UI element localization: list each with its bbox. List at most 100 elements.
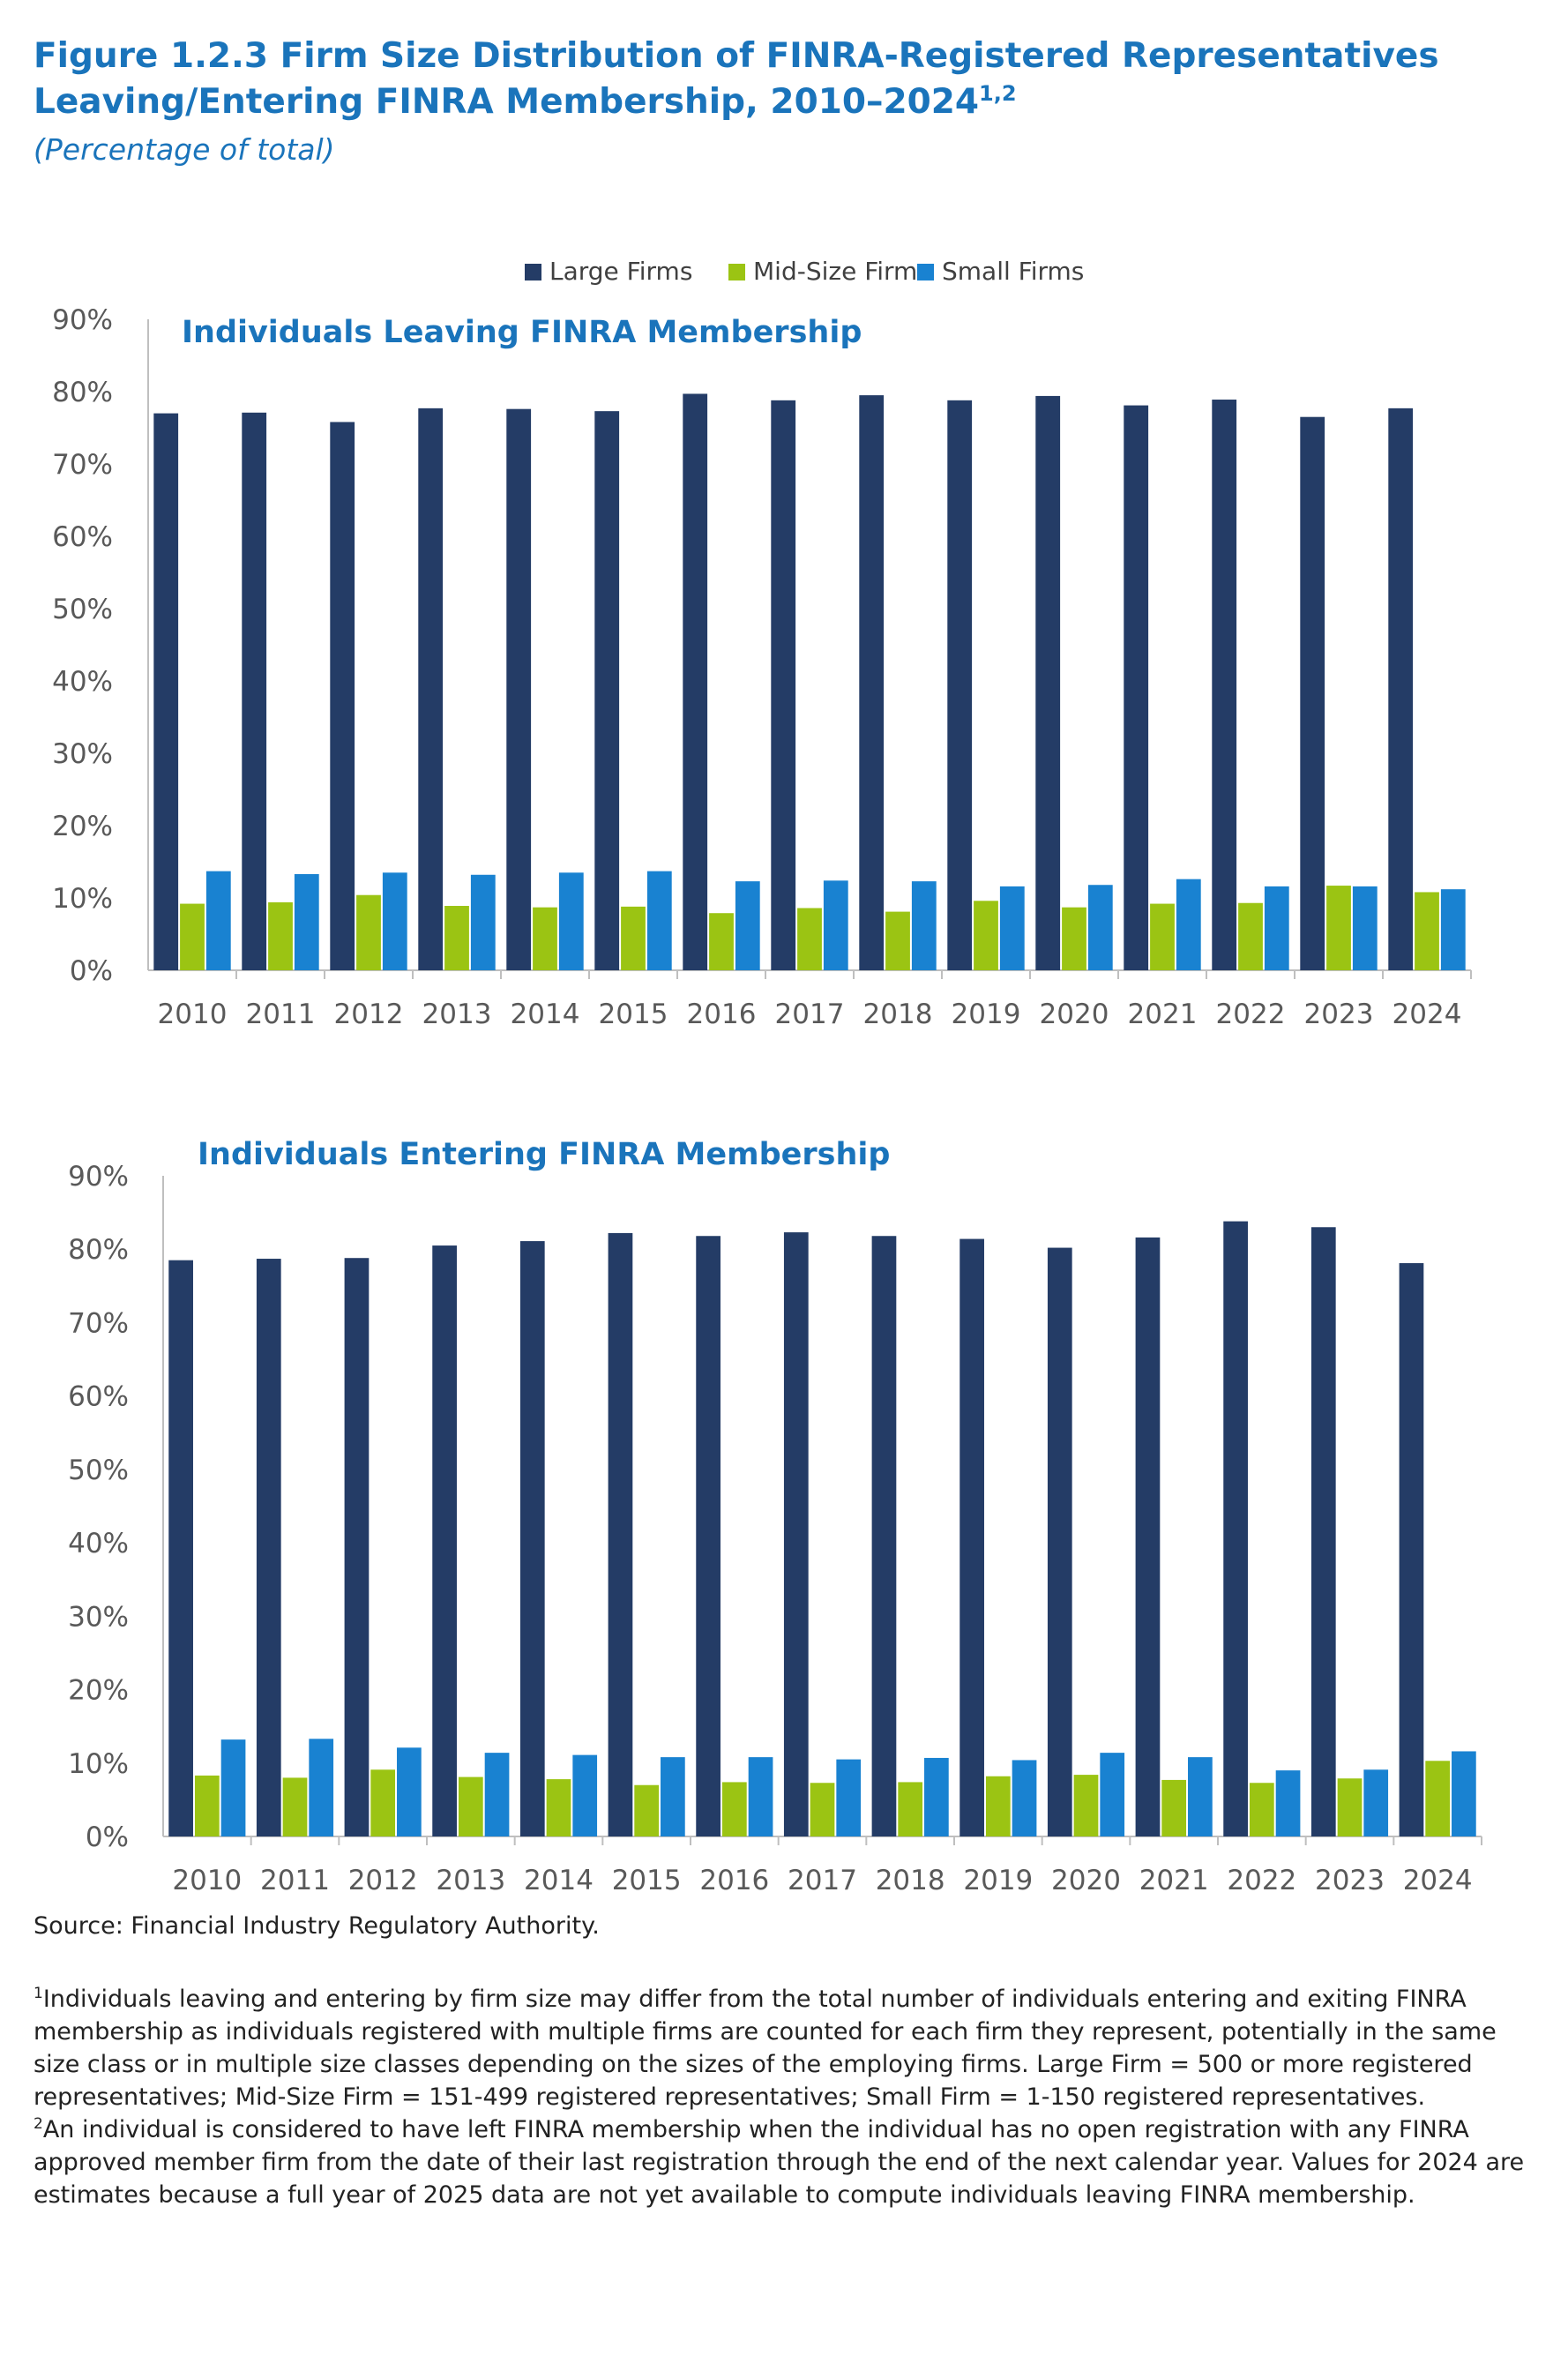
x-tick-label-2017: 2017 (775, 998, 845, 1030)
bar-mid-size-firms-2011 (268, 901, 293, 970)
y-tick-label: 40% (68, 1528, 129, 1559)
bar-large-firms-2023 (1300, 416, 1325, 970)
bar-small-firms-2011 (294, 873, 319, 970)
x-tick-label-2024: 2024 (1403, 1865, 1473, 1896)
bar-mid-size-firms-2024 (1425, 1761, 1451, 1836)
bar-small-firms-2019 (999, 886, 1025, 970)
bar-mid-size-firms-2024 (1415, 892, 1439, 970)
bar-large-firms-2013 (418, 408, 444, 970)
footnote-1-num: 1 (34, 1985, 43, 2002)
bar-small-firms-2016 (748, 1757, 773, 1836)
x-tick-label-2010: 2010 (172, 1865, 242, 1896)
bar-large-firms-2021 (1124, 405, 1149, 970)
bar-mid-size-firms-2016 (721, 1782, 747, 1836)
panel-title: Individuals Leaving FINRA Membership (182, 315, 862, 350)
bar-small-firms-2013 (470, 874, 496, 970)
x-tick-label-2022: 2022 (1216, 998, 1286, 1030)
bar-large-firms-2019 (947, 400, 973, 971)
bar-small-firms-2023 (1352, 886, 1378, 970)
x-tick-label-2011: 2011 (260, 1865, 330, 1896)
legend-swatch-small-firms (917, 264, 934, 280)
bar-mid-size-firms-2018 (898, 1782, 923, 1836)
x-tick-label-2013: 2013 (436, 1865, 505, 1896)
y-tick-label: 60% (68, 1381, 129, 1413)
bar-large-firms-2023 (1310, 1227, 1336, 1836)
bar-large-firms-2022 (1212, 400, 1237, 970)
bar-small-firms-2019 (1012, 1760, 1037, 1836)
x-tick-label-2016: 2016 (687, 998, 757, 1030)
x-tick-label-2018: 2018 (876, 1865, 945, 1896)
bar-mid-size-firms-2018 (885, 911, 910, 970)
x-tick-label-2024: 2024 (1393, 998, 1462, 1030)
x-tick-label-2014: 2014 (524, 1865, 594, 1896)
bar-mid-size-firms-2013 (458, 1776, 483, 1836)
x-tick-label-2021: 2021 (1139, 1865, 1209, 1896)
y-tick-label: 0% (70, 955, 113, 987)
bar-mid-size-firms-2014 (546, 1779, 571, 1836)
bar-small-firms-2014 (558, 872, 584, 970)
bar-small-firms-2012 (382, 872, 407, 970)
bar-small-firms-2023 (1363, 1769, 1389, 1836)
bar-mid-size-firms-2022 (1249, 1783, 1274, 1836)
bar-large-firms-2015 (594, 411, 620, 970)
figure-title-sup: 1,2 (979, 81, 1017, 106)
bar-small-firms-2010 (205, 871, 231, 970)
bar-large-firms-2012 (344, 1258, 370, 1836)
legend-label-small-firms: Small Firms (942, 257, 1084, 286)
bar-large-firms-2011 (242, 412, 267, 970)
x-tick-label-2020: 2020 (1051, 1865, 1121, 1896)
bar-small-firms-2018 (911, 881, 937, 970)
bar-mid-size-firms-2012 (370, 1769, 396, 1836)
x-tick-label-2012: 2012 (334, 998, 404, 1030)
footnote-2-num: 2 (34, 2115, 43, 2133)
bar-mid-size-firms-2012 (356, 894, 381, 970)
bar-mid-size-firms-2017 (810, 1783, 835, 1836)
x-tick-label-2013: 2013 (422, 998, 492, 1030)
bar-large-firms-2014 (506, 408, 532, 970)
x-tick-label-2015: 2015 (599, 998, 668, 1030)
bar-mid-size-firms-2015 (621, 906, 646, 970)
y-tick-label: 20% (52, 811, 113, 842)
chart-leaving: Large Firms Mid-Size Firms Small Firms 0% 10… (52, 257, 1472, 1030)
y-tick-label: 80% (52, 377, 113, 408)
bar-large-firms-2015 (608, 1232, 633, 1836)
footnote-1-text: Individuals leaving and entering by firm… (34, 1986, 1497, 2111)
footnote-1: 1Individuals leaving and entering by fir… (34, 1983, 1537, 2113)
bar-small-firms-2013 (484, 1753, 510, 1836)
y-tick-label: 60% (52, 521, 113, 553)
bar-mid-size-firms-2020 (1062, 907, 1086, 970)
bar-mid-size-firms-2010 (180, 903, 205, 970)
bar-small-firms-2017 (823, 880, 848, 970)
bar-small-firms-2021 (1188, 1757, 1213, 1836)
bar-small-firms-2022 (1264, 886, 1289, 970)
y-tick-label: 30% (52, 738, 113, 770)
bar-mid-size-firms-2020 (1073, 1775, 1099, 1836)
bar-small-firms-2012 (397, 1747, 422, 1836)
x-tick-label-2019: 2019 (952, 998, 1021, 1030)
figure-title-text: Figure 1.2.3 Firm Size Distribution of F… (34, 36, 1439, 122)
bar-mid-size-firms-2016 (709, 913, 734, 970)
bar-mid-size-firms-2014 (533, 907, 557, 970)
bar-mid-size-firms-2021 (1161, 1779, 1187, 1836)
bar-mid-size-firms-2019 (974, 901, 998, 970)
x-tick-label-2011: 2011 (246, 998, 316, 1030)
bar-small-firms-2015 (661, 1757, 685, 1836)
figure-subtitle: (Percentage of total) (34, 132, 335, 167)
y-tick-label: 40% (52, 666, 113, 698)
x-tick-label-2023: 2023 (1304, 998, 1374, 1030)
x-tick-label-2023: 2023 (1315, 1865, 1385, 1896)
bar-small-firms-2010 (220, 1739, 246, 1836)
figure-title: Figure 1.2.3 Firm Size Distribution of F… (34, 34, 1533, 125)
y-tick-label: 90% (68, 1161, 129, 1193)
footnote-2: 2An individual is considered to have lef… (34, 2113, 1537, 2211)
y-tick-label: 20% (68, 1675, 129, 1707)
bar-large-firms-2010 (153, 413, 179, 971)
legend-label-mid-size-firms: Mid-Size Firms (753, 257, 930, 286)
bar-large-firms-2019 (959, 1238, 984, 1836)
x-tick-label-2020: 2020 (1040, 998, 1109, 1030)
y-tick-label: 70% (68, 1307, 129, 1339)
x-tick-label-2016: 2016 (699, 1865, 769, 1896)
bar-small-firms-2017 (836, 1759, 862, 1836)
footnote-2-text: An individual is considered to have left… (34, 2116, 1525, 2209)
bar-large-firms-2012 (330, 422, 355, 970)
